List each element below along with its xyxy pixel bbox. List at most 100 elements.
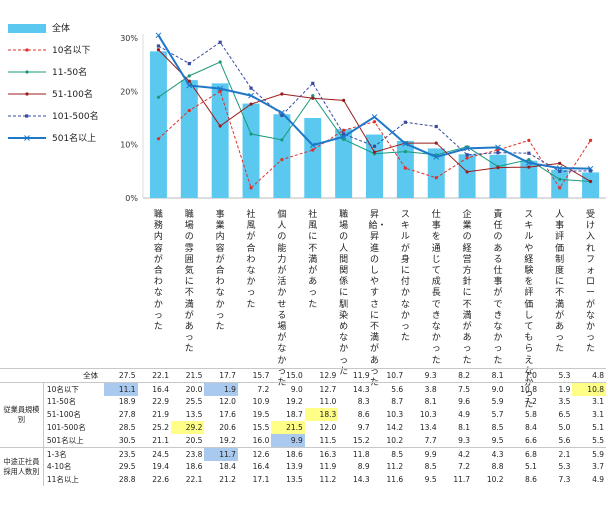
point-s101_500 (588, 169, 593, 173)
bar-all (242, 103, 260, 198)
table-cell: 19.5 (252, 410, 270, 420)
table-cell: 11.0 (319, 397, 337, 407)
table-cell: 25.2 (152, 423, 169, 433)
category-label: 事業内容が合わなかった (215, 210, 225, 333)
table-cell: 22.1 (137, 368, 171, 383)
point-s501 (279, 109, 285, 116)
table-cell: 9.7 (357, 423, 370, 433)
point-s51_100 (496, 166, 500, 170)
table-cell: 30.5 (118, 435, 136, 445)
table-cell: 5.7 (491, 410, 504, 420)
table-cell: 5.3 (558, 462, 571, 472)
legend-swatch-s501 (8, 135, 46, 141)
table-cell: 10.3 (419, 410, 437, 420)
table-cell: 10.2 (486, 475, 504, 485)
table-cell: 27.8 (118, 410, 136, 420)
table-cell: 20.0 (170, 381, 205, 396)
table-cell: 7.2 (237, 381, 272, 396)
point-s10 (156, 137, 161, 141)
table-cell: 20.5 (185, 435, 203, 445)
table-cell: 29.2 (170, 421, 205, 434)
table-cell: 9.0 (271, 381, 305, 396)
table-cell: 8.5 (371, 446, 406, 461)
table-cell: 21.5 (170, 368, 205, 383)
table-row: 4-10名 29.5 19.4 18.6 18.4 16.4 13.9 11.9 8.9 11.2… (0, 460, 606, 474)
point-s501 (186, 82, 193, 89)
point-s11_50 (403, 150, 407, 154)
table-cell: 12.0 (219, 397, 236, 407)
point-s101_500 (465, 153, 469, 157)
table-cell: 11.9 (338, 368, 372, 383)
point-s11_50 (156, 95, 161, 99)
table-cell: 25.5 (185, 397, 203, 407)
table-cell: 8.6 (357, 410, 370, 420)
table-cell: 20.6 (219, 423, 236, 433)
point-s10 (527, 138, 531, 142)
point-s11_50 (311, 94, 315, 98)
table-row: 101-500名 28.5 25.2 29.2 20.6 15.5 21.5 12.0 9.7 1… (0, 421, 606, 434)
point-s51_100 (311, 96, 315, 100)
point-s10 (249, 186, 253, 190)
table-cell: 11.6 (386, 475, 404, 485)
table-cell: 6.5 (558, 410, 571, 420)
table-cell: 9.3 (458, 435, 471, 445)
table-cell: 8.6 (525, 475, 537, 485)
point-s501 (340, 133, 347, 140)
point-s501 (309, 142, 316, 149)
point-s501 (248, 92, 254, 99)
table-cell: 22.9 (152, 397, 169, 407)
table-cell: 19.2 (286, 397, 303, 407)
table-cell: 3.1 (592, 397, 604, 407)
table-cell: 12.6 (237, 446, 272, 461)
point-s51_100 (527, 165, 531, 169)
table-cell: 8.1 (458, 423, 471, 433)
row-label: 10名以下 (42, 381, 105, 396)
table-cell: 10.2 (386, 435, 404, 445)
table-cell: 21.2 (219, 475, 236, 485)
table-cell: 8.2 (438, 368, 473, 383)
chart-area: 30% 20% 10% 0% 全体 10名以下 11-50名 51-100名 101-500名 5… (8, 22, 606, 203)
legend-label: 10名以下 (52, 44, 90, 56)
table-cell: 13.5 (286, 475, 303, 485)
table-cell: 9.5 (424, 475, 437, 485)
point-s501 (556, 165, 563, 171)
table-cell: 14.3 (338, 381, 372, 396)
table-cell: 8.1 (472, 368, 506, 383)
data-table: 全体 27.5 22.1 21.5 17.7 15.7 15.0 12.9 11.9 10.7 9.… (0, 368, 606, 487)
table-cell: 18.3 (304, 408, 339, 422)
point-s101_500 (218, 40, 222, 44)
point-s101_500 (403, 120, 407, 124)
table-cell: 11.7 (453, 475, 471, 485)
table-cell: 9.9 (405, 446, 439, 461)
point-s51_100 (342, 98, 346, 102)
table-cell: 5.6 (371, 381, 406, 396)
legend-label: 51-100名 (52, 88, 93, 100)
table-cell: 15.5 (252, 423, 270, 433)
row-label: 11名以上 (42, 473, 105, 487)
table-cell: 15.7 (237, 368, 272, 383)
point-s101_500 (558, 169, 562, 173)
point-s51_100 (280, 92, 284, 96)
legend-swatch-all (8, 24, 46, 33)
category-label: 職場の雰囲気に不満があった (184, 210, 194, 355)
table-cell: 11.8 (338, 446, 372, 461)
table-row: 11名以上 28.8 22.6 22.1 21.2 17.1 13.5 11.2 14.3 11.… (0, 473, 606, 487)
table-cell: 19.2 (219, 435, 236, 445)
table-cell: 5.0 (558, 423, 571, 433)
table-cell: 7.3 (558, 475, 571, 485)
legend-swatch-s51_100 (8, 92, 46, 96)
point-s101_500 (187, 62, 191, 66)
table-cell: 5.3 (538, 368, 573, 383)
point-s501 (402, 140, 409, 147)
bar-all (582, 172, 600, 198)
y-tick-label: 10% (120, 141, 138, 150)
table-cell: 11.2 (319, 475, 337, 485)
point-s10 (434, 176, 438, 180)
point-s51_100 (218, 124, 222, 128)
table-cell: 13.5 (185, 410, 203, 420)
table-cell: 6.8 (505, 446, 539, 461)
point-s11_50 (218, 60, 222, 64)
point-s51_100 (434, 141, 438, 145)
category-label: 社風が合わなかった (246, 210, 256, 310)
table-cell: 16.4 (137, 381, 171, 396)
